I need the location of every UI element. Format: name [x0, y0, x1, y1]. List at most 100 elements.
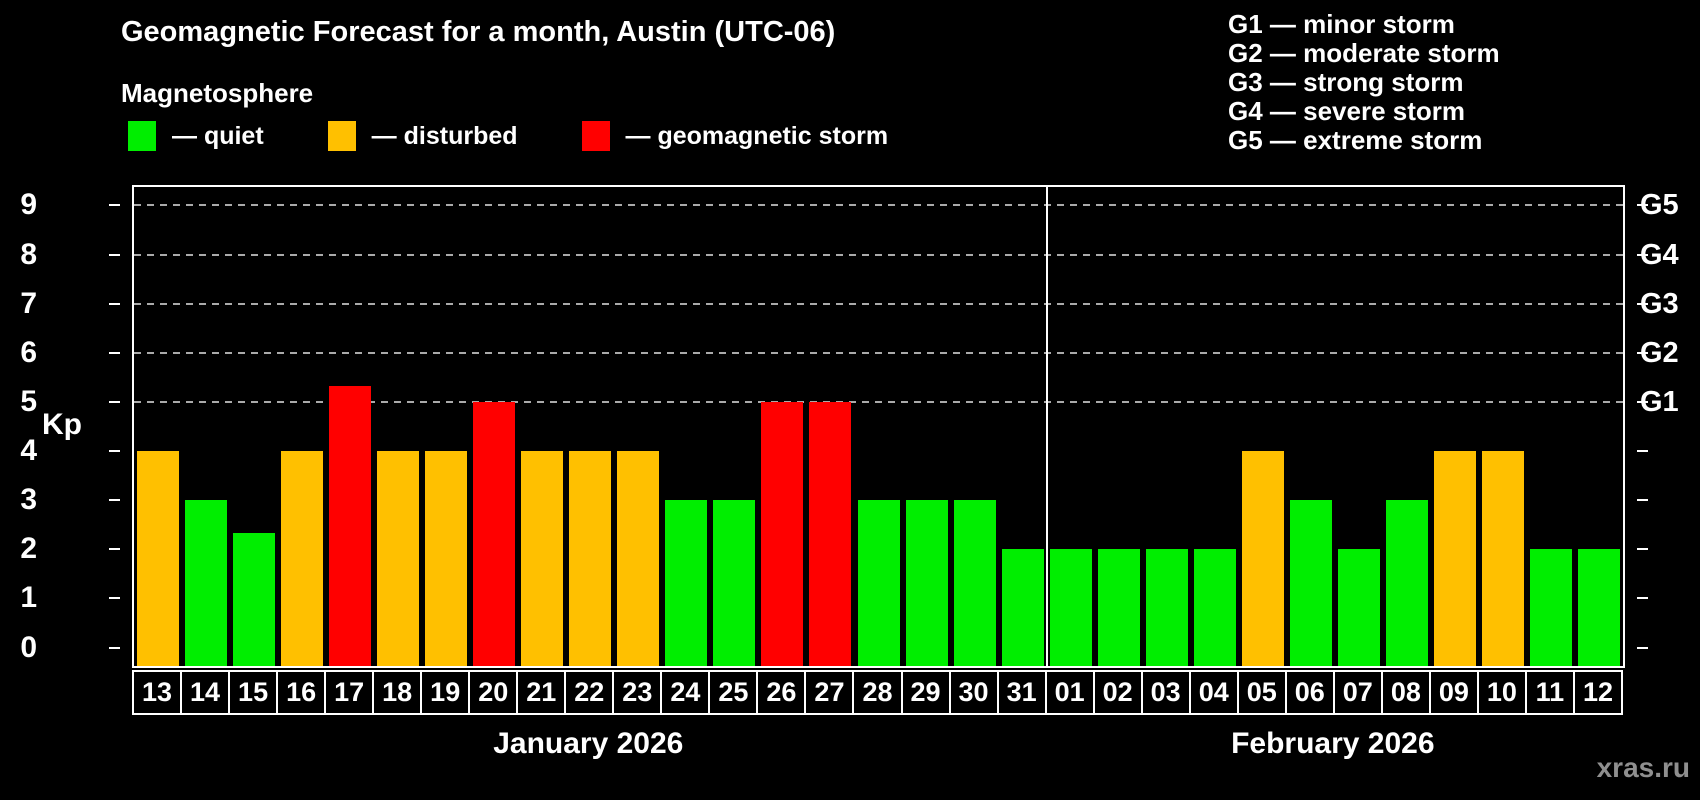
storm-scale-legend: G1 — minor storm G2 — moderate storm G3 … [1228, 10, 1500, 155]
gridline-kp7 [134, 302, 1623, 305]
day-label-23: 23 [612, 670, 663, 715]
kp-bar-24 [665, 500, 708, 666]
storm-scale-g2: G2 — moderate storm [1228, 38, 1500, 68]
day-label-26: 26 [756, 670, 807, 715]
day-label-04: 04 [1188, 670, 1239, 715]
kp-bar-11 [1529, 549, 1572, 666]
legend-label-storm: — geomagnetic storm [625, 121, 889, 150]
day-label-09: 09 [1428, 670, 1479, 715]
day-label-17: 17 [324, 670, 375, 715]
g-scale-label-g3: G3 [1640, 287, 1679, 320]
kp-bar-06 [1289, 500, 1332, 666]
day-label-22: 22 [564, 670, 615, 715]
day-label-18: 18 [372, 670, 423, 715]
y-axis-label: 1 [20, 581, 37, 615]
kp-bar-22 [569, 451, 612, 666]
quiet-color-swatch [128, 121, 156, 151]
day-label-31: 31 [996, 670, 1047, 715]
kp-bar-25 [713, 500, 756, 666]
y-axis-label: 4 [20, 434, 37, 468]
kp-bar-27 [809, 401, 852, 666]
kp-bar-07 [1337, 549, 1380, 666]
day-label-07: 07 [1332, 670, 1383, 715]
gridline-kp9 [134, 204, 1623, 207]
kp-bar-09 [1433, 451, 1476, 666]
day-label-19: 19 [420, 670, 471, 715]
y-axis-tick [109, 597, 120, 600]
kp-bar-08 [1385, 500, 1428, 666]
day-label-20: 20 [468, 670, 519, 715]
status-legend: — quiet — disturbed — geomagnetic storm [128, 120, 888, 152]
y-axis-label: 7 [20, 286, 37, 320]
day-label-30: 30 [948, 670, 999, 715]
g-scale-label-g5: G5 [1640, 189, 1679, 222]
day-label-29: 29 [900, 670, 951, 715]
day-label-12: 12 [1572, 670, 1623, 715]
day-label-06: 06 [1284, 670, 1335, 715]
gridline-kp8 [134, 253, 1623, 256]
y-axis-label: 6 [20, 335, 37, 369]
day-label-27: 27 [804, 670, 855, 715]
g-scale-label-g2: G2 [1640, 336, 1679, 369]
kp-bar-31 [1001, 549, 1044, 666]
kp-bar-12 [1577, 549, 1620, 666]
day-label-24: 24 [660, 670, 711, 715]
kp-bar-20 [473, 401, 516, 666]
legend-label-quiet: — quiet [172, 121, 264, 150]
day-label-21: 21 [516, 670, 567, 715]
legend-item-disturbed: — disturbed [327, 121, 518, 151]
y-axis-tick [109, 450, 120, 453]
kp-bar-13 [137, 451, 180, 666]
y-axis-label: 9 [20, 188, 37, 222]
right-axis-tick [1637, 597, 1648, 600]
y-axis-tick [109, 548, 120, 551]
right-axis-tick [1637, 302, 1648, 305]
y-axis-label: 8 [20, 237, 37, 271]
plot-area [132, 185, 1625, 668]
y-axis-tick [109, 204, 120, 207]
g-scale-label-g4: G4 [1640, 238, 1679, 271]
day-axis: 13 14 15 16 17 18 19 20 21 22 23 24 25 26 27 28 29 30 31 01… [132, 670, 1625, 715]
kp-bar-30 [953, 500, 996, 666]
y-axis-label: 2 [20, 532, 37, 566]
day-label-13: 13 [132, 670, 183, 715]
day-label-25: 25 [708, 670, 759, 715]
y-axis-tick [109, 351, 120, 354]
y-axis-title: Kp [42, 408, 82, 441]
month-divider [1045, 187, 1048, 666]
kp-bar-05 [1241, 451, 1284, 666]
month-label-1: February 2026 [1231, 727, 1435, 760]
kp-bar-02 [1097, 549, 1140, 666]
kp-bar-21 [521, 451, 564, 666]
kp-bar-29 [905, 500, 948, 666]
chart-subtitle: Magnetosphere [121, 78, 314, 108]
y-axis-label: 3 [20, 483, 37, 517]
kp-bar-26 [761, 401, 804, 666]
right-axis-tick [1637, 548, 1648, 551]
gridline-kp6 [134, 351, 1623, 354]
y-axis-tick [109, 302, 120, 305]
right-axis-tick [1637, 204, 1648, 207]
kp-bar-16 [281, 451, 324, 666]
legend-label-disturbed: — disturbed [371, 121, 518, 150]
day-label-28: 28 [852, 670, 903, 715]
day-label-05: 05 [1236, 670, 1287, 715]
y-axis-tick [109, 499, 120, 502]
y-axis-tick [109, 400, 120, 403]
disturbed-color-swatch [327, 121, 356, 151]
storm-scale-g5: G5 — extreme storm [1228, 125, 1483, 155]
y-axis-tick [109, 253, 120, 256]
legend-item-storm: — geomagnetic storm [581, 121, 889, 151]
right-axis-tick [1637, 351, 1648, 354]
y-axis-label: 0 [20, 630, 37, 664]
right-axis-tick [1637, 400, 1648, 403]
kp-bar-04 [1193, 549, 1236, 666]
legend-item-quiet: — quiet [128, 121, 264, 151]
kp-bar-28 [857, 500, 900, 666]
kp-bar-03 [1145, 549, 1188, 666]
kp-bar-15 [233, 533, 276, 666]
kp-bar-14 [185, 500, 228, 666]
g-scale-label-g1: G1 [1640, 385, 1679, 418]
storm-scale-g3: G3 — strong storm [1228, 67, 1464, 97]
